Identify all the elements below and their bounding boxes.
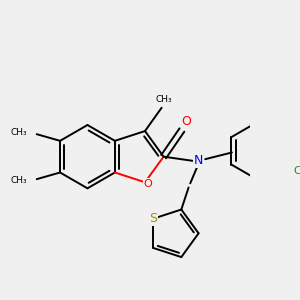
Text: S: S [149, 212, 158, 225]
Text: O: O [143, 179, 152, 189]
Text: CH₃: CH₃ [10, 128, 27, 137]
Text: Cl: Cl [294, 166, 300, 176]
Text: CH₃: CH₃ [10, 176, 27, 185]
Text: O: O [181, 115, 191, 128]
Text: CH₃: CH₃ [155, 95, 172, 104]
Text: N: N [194, 154, 203, 167]
